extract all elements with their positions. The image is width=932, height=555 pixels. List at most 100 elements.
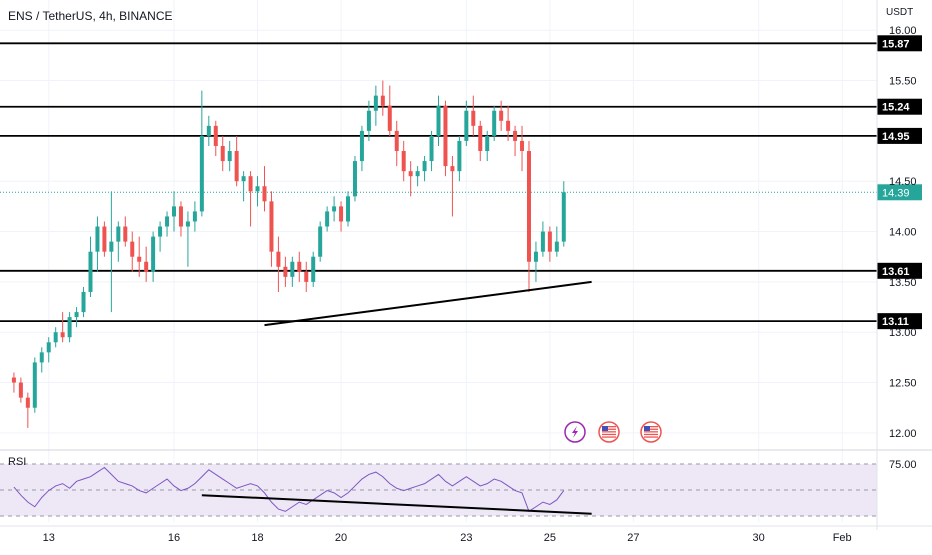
candle-body — [144, 261, 149, 272]
y-tick-label: 12.50 — [889, 378, 917, 390]
symbol-label: ENS / TetherUS, 4h, BINANCE — [8, 9, 173, 23]
x-tick-label: 23 — [460, 532, 472, 544]
flag-stripe — [602, 426, 616, 428]
level-badge-label: 15.87 — [882, 38, 910, 50]
candle-body — [199, 135, 204, 212]
x-tick-label: 18 — [251, 532, 263, 544]
support-trendline — [264, 280, 592, 327]
x-tick-label: 25 — [544, 532, 556, 544]
candles — [11, 80, 592, 428]
flag-stripe — [644, 431, 658, 433]
flag-canton — [644, 426, 650, 431]
candle-body — [304, 271, 309, 282]
y-tick-label: 12.00 — [889, 428, 917, 440]
candle-body — [311, 256, 316, 282]
flag-stripe — [602, 428, 616, 430]
last-price-badge — [877, 184, 922, 201]
candle-body — [554, 241, 559, 252]
candle-body — [172, 206, 177, 217]
candle-body — [81, 291, 86, 313]
candle-body — [401, 151, 406, 172]
candle-body — [478, 125, 483, 152]
x-tick-label: 13 — [43, 532, 55, 544]
candle-body — [276, 251, 281, 267]
flag-stripe — [644, 428, 658, 430]
candle-body — [436, 105, 441, 136]
level-badge — [877, 262, 922, 279]
candle-body — [151, 236, 156, 272]
lightning-glyph — [572, 426, 578, 438]
x-tick-label: 30 — [753, 532, 765, 544]
flag-stripe — [602, 436, 616, 438]
grid — [0, 0, 877, 522]
candle-body — [25, 397, 30, 408]
level-badge-label: 13.61 — [882, 266, 910, 278]
candle-body — [262, 186, 267, 202]
candle-body — [506, 120, 511, 131]
y-tick-label: 14.50 — [889, 176, 917, 188]
candle-body — [339, 206, 344, 222]
candle-body — [380, 95, 385, 106]
level-badge — [877, 127, 922, 144]
candle-body — [213, 125, 218, 146]
candle-body — [485, 135, 490, 152]
level-badge-label: 15.24 — [882, 102, 910, 114]
candle-body — [318, 226, 323, 257]
candle-body — [241, 176, 246, 182]
us-flag-event-icon[interactable] — [640, 421, 662, 443]
level-badge — [877, 98, 922, 115]
candle-body — [192, 211, 197, 222]
level-badge-label: 13.11 — [882, 316, 909, 328]
event-icons — [564, 421, 662, 443]
rsi-indicator-label[interactable]: RSI — [8, 456, 27, 468]
rsi-line — [13, 466, 565, 513]
y-tick-label: 14.00 — [889, 227, 917, 239]
y-tick-label: 13.50 — [889, 277, 917, 289]
candle-body — [95, 226, 100, 252]
rsi-pane: 75.00 — [0, 449, 932, 517]
candle-body — [11, 377, 16, 383]
us-flag-event-icon[interactable] — [598, 421, 620, 443]
candle-body — [290, 261, 295, 277]
candle-body — [109, 241, 114, 252]
candle-body — [123, 226, 128, 242]
candle-body — [492, 110, 497, 136]
candle-body — [540, 231, 545, 252]
candle-body — [234, 151, 239, 182]
level-badge — [877, 35, 922, 52]
candle-body — [227, 151, 232, 162]
candle-body — [130, 241, 135, 257]
level-badge-label: 14.95 — [882, 131, 910, 143]
candle-body — [422, 161, 427, 172]
candle-body — [325, 211, 330, 227]
x-tick-label: 20 — [335, 532, 347, 544]
candle-body — [220, 145, 225, 162]
flag-stripe — [644, 426, 658, 428]
candle-body — [165, 216, 170, 227]
candle-body — [415, 171, 420, 177]
level-badge — [877, 313, 922, 330]
candle-body — [102, 226, 107, 252]
candle-body — [60, 332, 65, 338]
candle-body — [561, 192, 566, 242]
candle-body — [74, 312, 79, 318]
candle-body — [53, 332, 58, 343]
currency-label: USDT — [886, 7, 914, 18]
candle-body — [269, 201, 274, 252]
candle-body — [513, 130, 518, 141]
rsi-divergence-line — [201, 494, 592, 515]
candle-body — [248, 176, 253, 192]
symbol-title[interactable]: ENS / TetherUS, 4h, BINANCE — [8, 9, 173, 23]
candle-body — [394, 130, 399, 152]
candle-body — [255, 186, 260, 192]
candle-body — [520, 140, 525, 152]
candle-body — [185, 221, 190, 227]
lightning-event-icon[interactable] — [564, 421, 586, 443]
x-tick-label: 16 — [168, 532, 180, 544]
candle-body — [547, 231, 552, 252]
x-tick-label: 27 — [627, 532, 639, 544]
candle-body — [352, 161, 357, 197]
